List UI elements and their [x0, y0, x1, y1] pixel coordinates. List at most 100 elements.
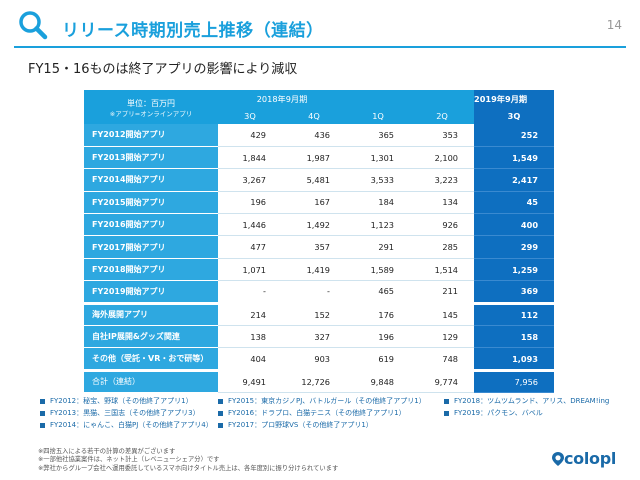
current-quarter-cell: 112 — [474, 301, 555, 327]
quarter-header: 1Q — [346, 108, 411, 124]
value-cell: 1,589 — [346, 258, 411, 282]
current-quarter-cell: 45 — [474, 191, 555, 215]
table-row: 海外展開アプリ 214 152 176 145 112 — [84, 301, 555, 327]
value-cell: - — [282, 280, 347, 304]
table-row: FY2014開始アプリ 3,267 5,481 3,533 3,223 2,417 — [84, 168, 555, 192]
row-label: 自社IP展開&グッズ関連 — [84, 325, 218, 349]
current-quarter-cell: 158 — [474, 325, 555, 349]
value-cell: 3,267 — [218, 168, 282, 192]
legend-bullet-icon — [40, 410, 45, 416]
quarter-header: 2Q — [410, 108, 475, 124]
logo-pin-icon — [552, 452, 564, 466]
value-cell: 176 — [346, 301, 411, 327]
legend-bullet-icon — [444, 398, 449, 404]
legend-bullet-icon — [218, 410, 223, 416]
value-cell: 211 — [410, 280, 475, 304]
legend-item: FY2014：にゃんこ、白猫PJ（その他終了アプリ4） — [40, 420, 213, 430]
value-cell: 152 — [282, 301, 347, 327]
value-cell: 9,848 — [346, 368, 411, 394]
row-label: FY2013開始アプリ — [84, 146, 218, 170]
row-label: FY2018開始アプリ — [84, 258, 218, 282]
value-cell: 9,774 — [410, 368, 475, 394]
unit-label: 単位：百万円 — [127, 98, 175, 108]
value-cell: 1,987 — [282, 146, 347, 170]
value-cell: 1,446 — [218, 213, 282, 237]
sales-table-container: 単位：百万円 ※アプリ=オンラインアプリ 2018年9月期 2019年9月期 3… — [84, 90, 555, 394]
value-cell: 365 — [346, 124, 411, 147]
legend-item: FY2019：パクモン、バベル — [444, 408, 543, 418]
period-header-2019: 2019年9月期 — [474, 90, 555, 108]
quarter-header-current: 3Q — [474, 108, 555, 124]
value-cell: 1,844 — [218, 146, 282, 170]
table-row: 合計（連結） 9,491 12,726 9,848 9,774 7,956 — [84, 368, 555, 394]
table-body: FY2012開始アプリ 429 436 365 353 252 FY2013開始アプリ 1,8… — [84, 124, 555, 394]
legend-bullet-icon — [40, 422, 45, 428]
table-row: FY2019開始アプリ - -465 211 369 — [84, 280, 555, 304]
current-quarter-cell: 369 — [474, 280, 555, 304]
quarter-header: 4Q — [282, 108, 347, 124]
footnote: ※弊社からグループ会社へ運用委託しているスマホ向けタイトル売上は、各年度別に振り… — [38, 464, 339, 472]
page-number: 14 — [606, 18, 622, 32]
legend-bullet-icon — [218, 422, 223, 428]
row-label: その他（受託・VR・おで研等） — [84, 347, 218, 371]
legend-item: FY2018：ツムツムランド、アリス、DREAM!ing — [444, 396, 609, 406]
footnote: ※一部他社協業案件は、ネット計上（レベニューシェア分）です — [38, 456, 220, 464]
value-cell: 357 — [282, 235, 347, 259]
logo-text: colopl — [564, 449, 617, 468]
page-title: リリース時期別売上推移（連結） — [62, 21, 324, 41]
value-cell: 9,491 — [218, 368, 282, 394]
value-cell: 134 — [410, 191, 475, 215]
row-label: FY2016開始アプリ — [84, 213, 218, 237]
row-label: 海外展開アプリ — [84, 301, 218, 327]
slide-subtitle: FY15・16ものは終了アプリの影響により減収 — [28, 62, 298, 77]
current-quarter-cell: 7,956 — [474, 368, 555, 394]
legend-bullet-icon — [218, 398, 223, 404]
value-cell: 429 — [218, 124, 282, 147]
legend-item: FY2017：プロ野球VS（その他終了アプリ1） — [218, 420, 373, 430]
value-cell: 436 — [282, 124, 347, 147]
value-cell: 327 — [282, 325, 347, 349]
table-row: 自社IP展開&グッズ関連 138 327 196 129 158 — [84, 325, 555, 349]
value-cell: 145 — [410, 301, 475, 327]
value-cell: 3,533 — [346, 168, 411, 192]
value-cell: 2,100 — [410, 146, 475, 170]
value-cell: - — [218, 280, 282, 304]
value-cell: 3,223 — [410, 168, 475, 192]
value-cell: 184 — [346, 191, 411, 215]
unit-header: 単位：百万円 ※アプリ=オンラインアプリ — [84, 90, 218, 124]
legend-item: FY2013：黒猫、三国志（その他終了アプリ3） — [40, 408, 200, 418]
value-cell: 926 — [410, 213, 475, 237]
value-cell: 1,514 — [410, 258, 475, 282]
row-label: FY2014開始アプリ — [84, 168, 218, 192]
value-cell: 748 — [410, 347, 475, 371]
value-cell: 619 — [346, 347, 411, 371]
current-quarter-cell: 252 — [474, 124, 555, 147]
table-row: FY2018開始アプリ 1,071 1,419 1,589 1,514 1,259 — [84, 258, 555, 282]
value-cell: 1,492 — [282, 213, 347, 237]
value-cell: 477 — [218, 235, 282, 259]
value-cell: 196 — [346, 325, 411, 349]
value-cell: 196 — [218, 191, 282, 215]
value-cell: 353 — [410, 124, 475, 147]
legend-item: FY2015：東京カジノPJ、バトルガール（その他終了アプリ1） — [218, 396, 426, 406]
current-quarter-cell: 2,417 — [474, 168, 555, 192]
table-row: その他（受託・VR・おで研等） 404 903 619 748 1,093 — [84, 347, 555, 371]
legend-item: FY2016：ドラプロ、白猫テニス（その他終了アプリ1） — [218, 408, 406, 418]
current-quarter-cell: 299 — [474, 235, 555, 259]
unit-note: ※アプリ=オンラインアプリ — [109, 109, 193, 118]
value-cell: 1,419 — [282, 258, 347, 282]
table-row: FY2015開始アプリ 196 167 184 134 45 — [84, 191, 555, 215]
current-quarter-cell: 1,549 — [474, 146, 555, 170]
row-label: FY2012開始アプリ — [84, 124, 218, 147]
table-row: FY2016開始アプリ 1,446 1,492 1,123 926 400 — [84, 213, 555, 237]
value-cell: 291 — [346, 235, 411, 259]
value-cell: 5,481 — [282, 168, 347, 192]
value-cell: 167 — [282, 191, 347, 215]
value-cell: 12,726 — [282, 368, 347, 394]
table-row: FY2017開始アプリ 477 357 291 285 299 — [84, 235, 555, 259]
period-header-2018: 2018年9月期 — [218, 90, 347, 108]
current-quarter-cell: 1,259 — [474, 258, 555, 282]
current-quarter-cell: 1,093 — [474, 347, 555, 371]
value-cell: 214 — [218, 301, 282, 327]
value-cell: 1,301 — [346, 146, 411, 170]
